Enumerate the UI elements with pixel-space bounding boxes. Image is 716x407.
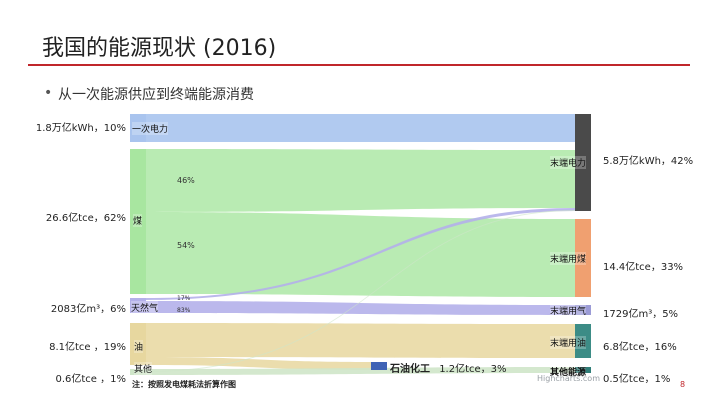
title-divider	[28, 64, 690, 66]
node-end-other	[575, 367, 591, 373]
node-end-gas	[575, 305, 591, 315]
label-target-gas: 1729亿m³，5%	[603, 309, 679, 320]
flow-coal-to-end-electricity	[146, 149, 575, 212]
tag-coal: 煤	[133, 214, 143, 227]
node-other	[130, 369, 146, 375]
tag-other: 其他	[134, 362, 153, 375]
node-gas	[130, 298, 146, 313]
tag-end-gas: 末端用气	[550, 304, 587, 317]
tag-end-coal: 末端用煤	[550, 252, 587, 265]
page-number: 8	[680, 380, 686, 389]
footnote: 注：按照发电煤耗法折算作图	[132, 380, 236, 389]
label-target-other: 0.5亿tce，1%	[603, 374, 671, 385]
share-coal-to-end: 54%	[177, 241, 195, 250]
flow-oil-to-petrochemical	[146, 357, 371, 370]
label-target-coal: 14.4亿tce，33%	[603, 262, 684, 273]
tag-electricity: 一次电力	[132, 122, 169, 135]
flow-other-to-end-other	[146, 367, 575, 375]
label-target-oil: 6.8亿tce，16%	[603, 342, 677, 353]
tag-end-electricity: 末端电力	[550, 156, 587, 169]
node-end-electricity	[575, 114, 591, 211]
share-gas-to-end: 83%	[177, 307, 191, 314]
share-gas-to-power: 17%	[177, 295, 191, 302]
flow-coal-to-end-coal	[146, 212, 575, 297]
petrochemical-label: 石油化工 1.2亿tce，3%	[390, 360, 507, 375]
flow-oil-to-end-oil	[146, 323, 575, 358]
bullet-icon: •	[44, 85, 53, 101]
tag-end-other: 其他能源	[550, 365, 587, 378]
tag-oil: 油	[134, 340, 144, 353]
label-source-oil: 8.1亿tce ，19%	[49, 342, 126, 353]
label-source-electricity: 1.8万亿kWh，10%	[35, 123, 126, 134]
node-electricity	[130, 114, 146, 142]
node-oil	[130, 323, 146, 365]
section-subtitle: 从一次能源供应到终端能源消费	[58, 87, 254, 103]
petrochemical-value: 1.2亿tce，3%	[439, 364, 507, 375]
petrochemical-name: 石油化工	[390, 364, 430, 375]
credits-link[interactable]: Highcharts.com	[537, 374, 600, 383]
node-end-coal	[575, 219, 591, 297]
node-coal	[130, 149, 146, 294]
label-target-electricity: 5.8万亿kWh，42%	[603, 156, 694, 167]
tag-end-oil: 末端用油	[550, 336, 587, 349]
flow-electricity-to-end-electricity	[146, 114, 575, 142]
tag-gas: 天然气	[131, 301, 159, 314]
page-title: 我国的能源现状 (2016)	[42, 36, 277, 61]
petrochemical-node	[371, 362, 387, 370]
flow-gas-to-end-gas	[146, 301, 575, 315]
label-source-other: 0.6亿tce ，1%	[55, 374, 126, 385]
label-source-coal: 26.6亿tce，62%	[45, 213, 126, 224]
label-source-gas: 2083亿m³，6%	[50, 304, 126, 315]
share-coal-to-power: 46%	[177, 176, 195, 185]
node-end-oil	[575, 324, 591, 358]
